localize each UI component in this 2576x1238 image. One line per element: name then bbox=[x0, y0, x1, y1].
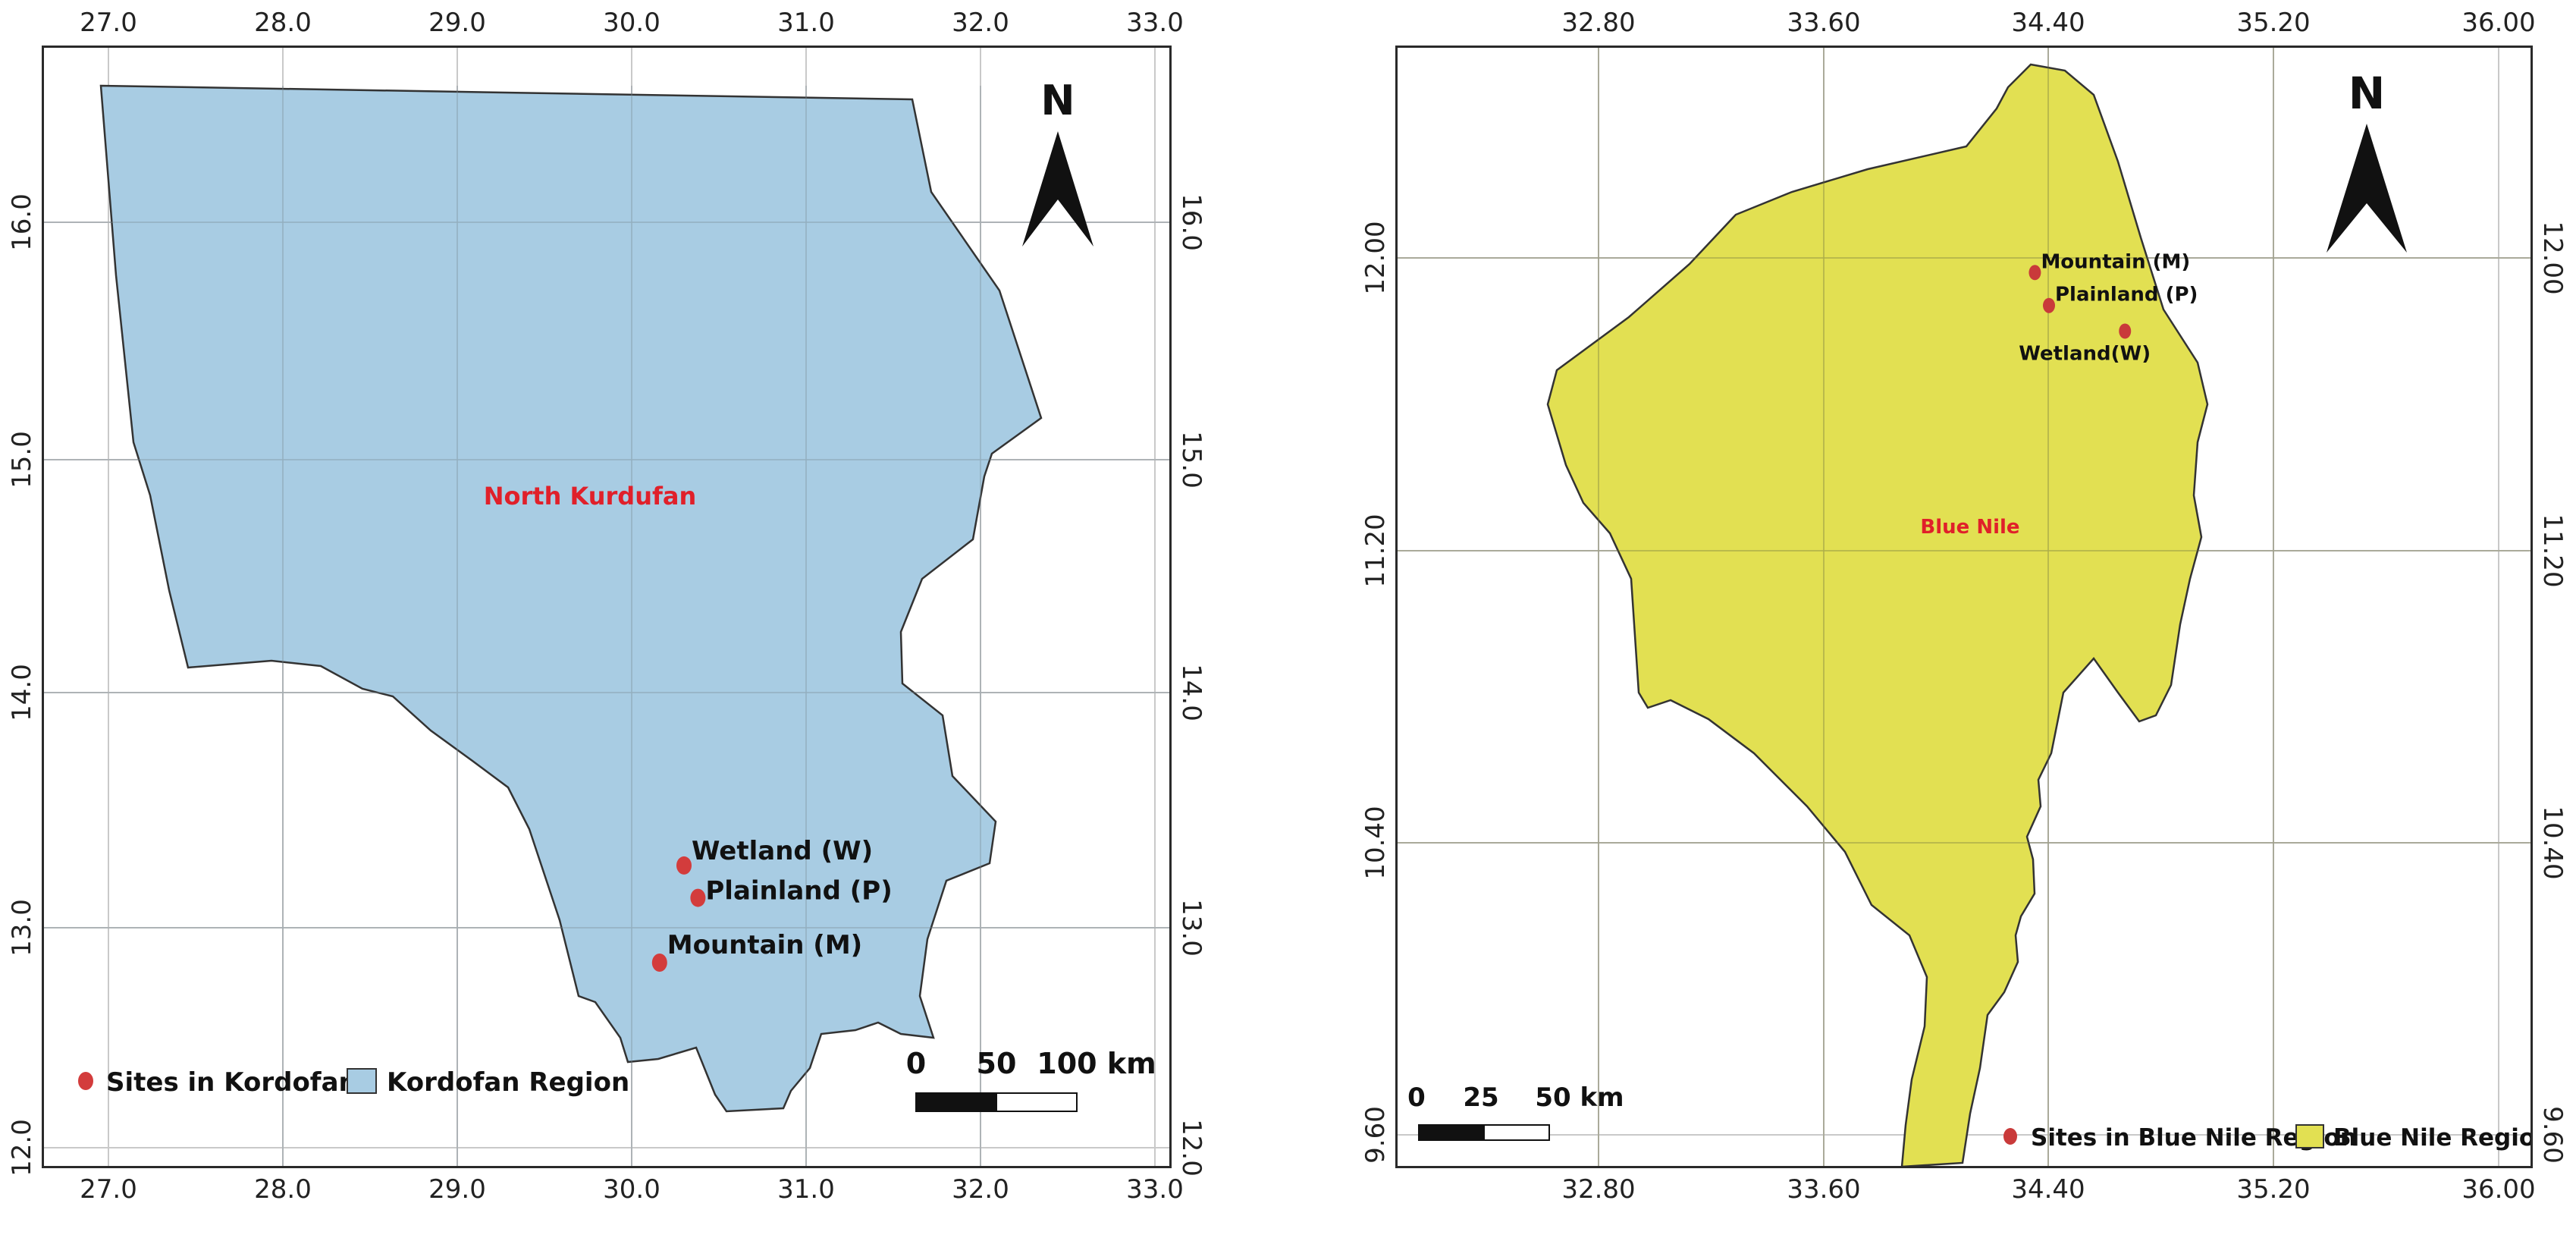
lat-tick-left: 14.0 bbox=[7, 664, 37, 721]
lat-tick-right: 14.0 bbox=[1176, 664, 1206, 721]
lat-tick-left: 15.0 bbox=[7, 431, 37, 489]
map-blue-nile: Blue Nile Mountain (M) Plainland (P) Wetla… bbox=[1395, 46, 2533, 1168]
scale-bar-left: 0 50 100 km bbox=[906, 1047, 1156, 1112]
site-marker bbox=[2119, 323, 2132, 339]
legend-region-label-right: Blue Nile Region bbox=[2333, 1124, 2531, 1152]
site-markers-right: Mountain (M) Plainland (P) Wetland(W) bbox=[2019, 250, 2198, 365]
lon-tick-top: 28.0 bbox=[254, 8, 312, 38]
lat-tick-right: 15.0 bbox=[1176, 431, 1206, 489]
lon-tick-bottom: 33.60 bbox=[1787, 1174, 1861, 1205]
lon-tick-bottom: 31.0 bbox=[777, 1174, 835, 1205]
lon-tick-bottom: 32.80 bbox=[1561, 1174, 1636, 1205]
site-label: Plainland (P) bbox=[2055, 284, 2198, 306]
site-label: Mountain (M) bbox=[667, 930, 862, 960]
site-marker bbox=[2028, 265, 2041, 281]
graticule-overlay bbox=[44, 86, 1169, 1166]
lon-tick-bottom: 33.0 bbox=[1126, 1174, 1184, 1205]
lon-tick-bottom: 30.0 bbox=[603, 1174, 660, 1205]
lat-tick-right: 11.20 bbox=[2537, 514, 2568, 588]
scale-label-25: 25 bbox=[1463, 1082, 1498, 1113]
scale-label-0-right: 0 bbox=[1407, 1082, 1426, 1113]
blue-nile-region-shape bbox=[1546, 63, 2209, 1166]
site-label: Plainland (P) bbox=[705, 876, 892, 907]
lon-tick-bottom: 27.0 bbox=[80, 1174, 137, 1205]
lon-tick-bottom: 32.0 bbox=[952, 1174, 1009, 1205]
lon-tick-top: 31.0 bbox=[777, 8, 835, 38]
lat-tick-left: 12.00 bbox=[1360, 221, 1391, 295]
lat-tick-left: 16.0 bbox=[7, 193, 37, 251]
legend-site-marker-right bbox=[2003, 1128, 2017, 1145]
lon-tick-top: 36.00 bbox=[2461, 8, 2536, 38]
site-marker bbox=[2043, 297, 2055, 313]
lat-tick-right: 13.0 bbox=[1176, 899, 1206, 957]
lon-tick-top: 33.0 bbox=[1126, 8, 1184, 38]
legend-site-marker bbox=[78, 1072, 93, 1090]
scale-label-50-right: 50 km bbox=[1535, 1082, 1624, 1113]
site-markers-left: Wetland (W) Plainland (P) Mountain (M) bbox=[651, 836, 893, 972]
map-north-kurdufan: North Kurdufan Wetland (W) Plainland (P) M… bbox=[42, 46, 1172, 1168]
lon-tick-top: 34.40 bbox=[2011, 8, 2085, 38]
legend-sites-label: Sites in Kordofan bbox=[106, 1067, 357, 1098]
region-label-north-kurdufan: North Kurdufan bbox=[484, 482, 697, 511]
lon-tick-top: 32.80 bbox=[1561, 8, 1636, 38]
map-canvas-right: Blue Nile Mountain (M) Plainland (P) Wetla… bbox=[1398, 48, 2531, 1166]
lat-tick-left: 13.0 bbox=[7, 899, 37, 957]
site-label: Wetland (W) bbox=[692, 836, 873, 866]
north-arrow-icon: N bbox=[1022, 77, 1093, 247]
lon-tick-top: 35.20 bbox=[2236, 8, 2311, 38]
lon-tick-bottom: 29.0 bbox=[428, 1174, 486, 1205]
north-label: N bbox=[1040, 77, 1075, 124]
graticule-overlay-right bbox=[1398, 48, 2531, 1166]
lon-tick-bottom: 28.0 bbox=[254, 1174, 312, 1205]
lat-tick-right: 16.0 bbox=[1176, 193, 1206, 251]
legend-region-label: Kordofan Region bbox=[387, 1067, 629, 1098]
lon-tick-top: 29.0 bbox=[428, 8, 486, 38]
scale-label-100: 100 km bbox=[1037, 1047, 1156, 1080]
site-label: Mountain (M) bbox=[2041, 250, 2190, 273]
lat-tick-right: 12.0 bbox=[1176, 1119, 1206, 1177]
lat-tick-right: 12.00 bbox=[2537, 221, 2568, 295]
lon-tick-bottom: 34.40 bbox=[2011, 1174, 2085, 1205]
lat-tick-right: 10.40 bbox=[2537, 806, 2568, 880]
lon-tick-bottom: 36.00 bbox=[2461, 1174, 2536, 1205]
map-canvas-left: North Kurdufan Wetland (W) Plainland (P) M… bbox=[44, 48, 1169, 1166]
north-label-right: N bbox=[2349, 68, 2386, 119]
site-label: Wetland(W) bbox=[2019, 343, 2151, 366]
lon-tick-top: 30.0 bbox=[603, 8, 660, 38]
site-marker bbox=[690, 888, 706, 907]
legend-region-swatch-right bbox=[2295, 1124, 2324, 1148]
scale-label-0: 0 bbox=[906, 1047, 926, 1080]
lat-tick-left: 12.0 bbox=[7, 1119, 37, 1177]
kordofan-region-shape bbox=[99, 84, 1043, 1113]
north-arrow-icon: N bbox=[2327, 68, 2407, 253]
scale-label-50: 50 bbox=[977, 1047, 1017, 1080]
lon-tick-bottom: 35.20 bbox=[2236, 1174, 2311, 1205]
legend-region-swatch bbox=[347, 1068, 377, 1094]
lat-tick-right: 9.60 bbox=[2537, 1106, 2568, 1164]
legend-right: Sites in Blue Nile Region Blue Nile Regi… bbox=[2003, 1124, 2531, 1152]
site-marker bbox=[676, 856, 692, 875]
legend-left: Sites in Kordofan Kordofan Region bbox=[78, 1067, 629, 1098]
lat-tick-left: 11.20 bbox=[1360, 514, 1391, 588]
scale-bar-right: 0 25 50 km bbox=[1407, 1082, 1624, 1141]
lat-tick-left: 9.60 bbox=[1360, 1106, 1391, 1164]
lon-tick-top: 33.60 bbox=[1787, 8, 1861, 38]
lon-tick-top: 27.0 bbox=[80, 8, 137, 38]
site-marker bbox=[651, 954, 667, 972]
region-label-blue-nile: Blue Nile bbox=[1920, 516, 2019, 539]
lon-tick-top: 32.0 bbox=[952, 8, 1009, 38]
lat-tick-left: 10.40 bbox=[1360, 806, 1391, 880]
